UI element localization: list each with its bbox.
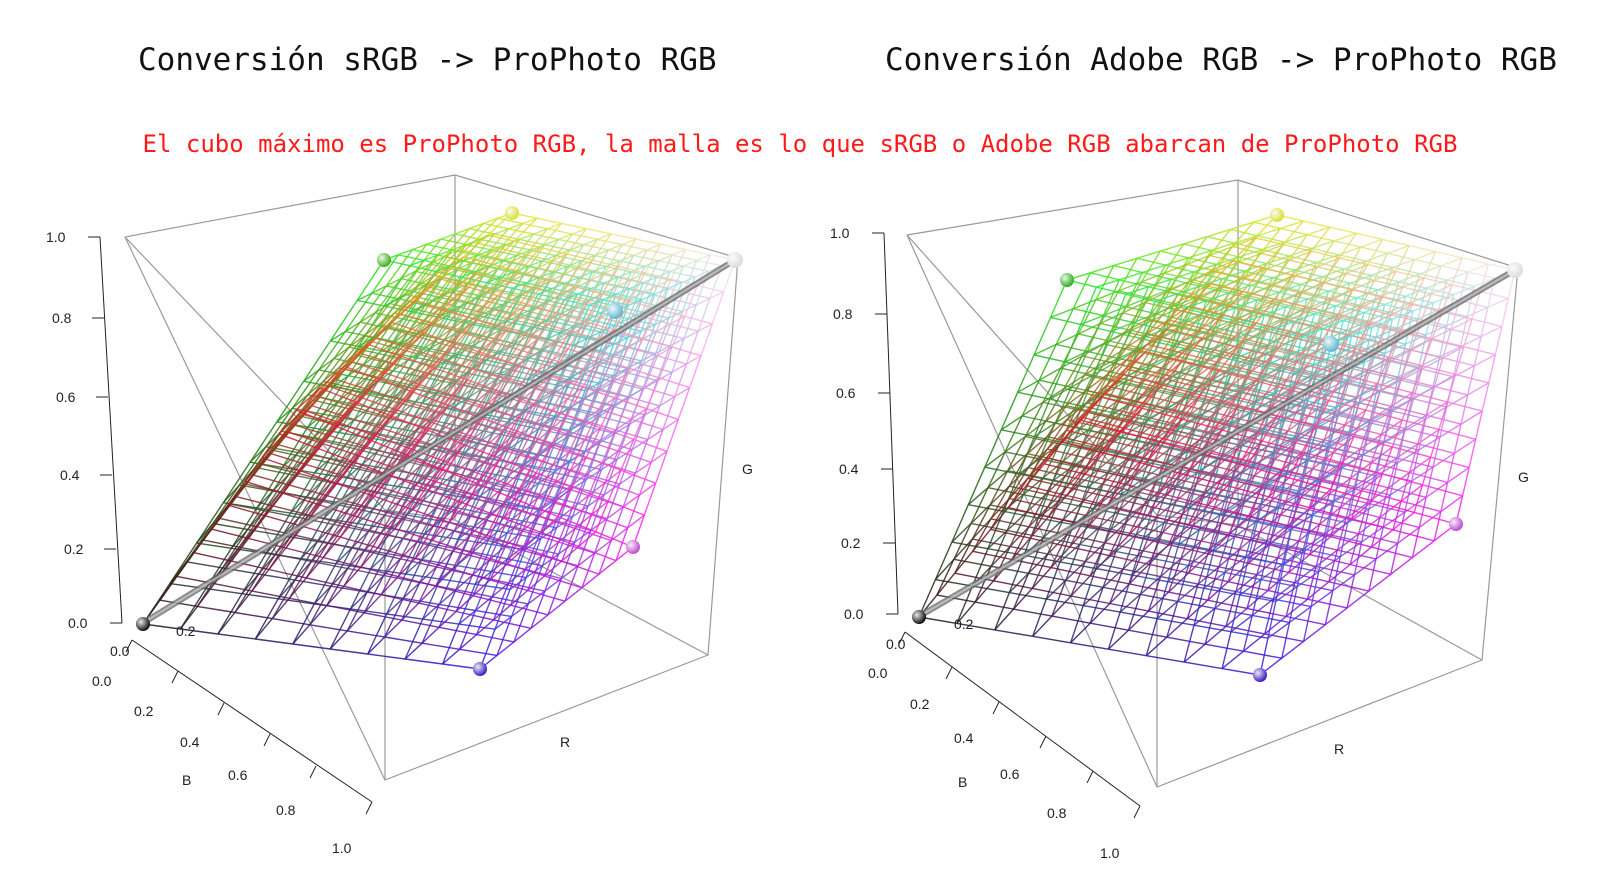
tick-v-right-4: 0.4 — [839, 461, 859, 477]
tick-v-right-5: 0.2 — [841, 535, 861, 551]
tick-v-left-3: 0.6 — [56, 389, 76, 405]
vertical-axis-left — [88, 236, 123, 624]
tick-v-right-6: 0.0 — [844, 606, 864, 622]
axis-label-g-left: G — [742, 461, 753, 477]
tick-b-left-4: 0.6 — [228, 767, 248, 783]
tick-v-right-3: 0.6 — [836, 385, 856, 401]
color-mesh-left — [142, 212, 736, 670]
tick-v-right-2: 0.8 — [833, 306, 853, 322]
vertical-axis-right — [872, 232, 899, 615]
tick-v-left-1: 1.0 — [46, 229, 66, 245]
plot-subtitle: El cubo máximo es ProPhoto RGB, la malla… — [142, 130, 1458, 158]
b-axis-left — [125, 639, 373, 815]
tick-b-right-5: 0.8 — [1047, 805, 1067, 821]
tick-v-left-2: 0.8 — [52, 310, 72, 326]
tick-r-left-1: 0.0 — [110, 643, 130, 659]
tick-b-left-2: 0.2 — [134, 703, 154, 719]
axis-label-g-right: G — [1518, 469, 1529, 485]
axis-label-r-left: R — [560, 734, 570, 750]
axis-label-r-right: R — [1334, 741, 1344, 757]
b-axis-right — [898, 631, 1141, 819]
corner-spheres-right — [912, 208, 1523, 682]
plot-title-right: Conversión Adobe RGB -> ProPhoto RGB — [885, 42, 1557, 78]
plot-left: 1.0 0.8 0.6 0.4 0.2 0.0 0.0 0.2 0.4 0.6 … — [46, 174, 753, 856]
tick-r-left-2: 0.2 — [176, 623, 196, 639]
tick-b-right-2: 0.2 — [910, 696, 930, 712]
tick-b-right-1: 0.0 — [868, 665, 888, 681]
tick-v-left-6: 0.0 — [68, 615, 88, 631]
tick-b-right-4: 0.6 — [1000, 766, 1020, 782]
axis-label-b-left: B — [182, 772, 191, 788]
axis-label-b-right: B — [958, 774, 967, 790]
tick-b-left-6: 1.0 — [332, 840, 352, 856]
tick-b-left-5: 0.8 — [276, 802, 296, 818]
plot-title-left: Conversión sRGB -> ProPhoto RGB — [138, 42, 717, 78]
tick-b-left-1: 0.0 — [92, 673, 112, 689]
tick-b-right-3: 0.4 — [954, 730, 974, 746]
tick-b-right-6: 1.0 — [1100, 845, 1120, 861]
tick-v-right-1: 1.0 — [830, 225, 850, 241]
tick-r-right-1: 0.0 — [886, 636, 906, 652]
tick-r-right-2: 0.2 — [954, 616, 974, 632]
plot-right: 1.0 0.8 0.6 0.4 0.2 0.0 0.0 0.2 0.4 0.6 … — [830, 179, 1529, 861]
tick-b-left-3: 0.4 — [180, 734, 200, 750]
corner-spheres-left — [136, 206, 743, 676]
tick-v-left-5: 0.2 — [64, 541, 84, 557]
tick-v-left-4: 0.4 — [60, 467, 80, 483]
